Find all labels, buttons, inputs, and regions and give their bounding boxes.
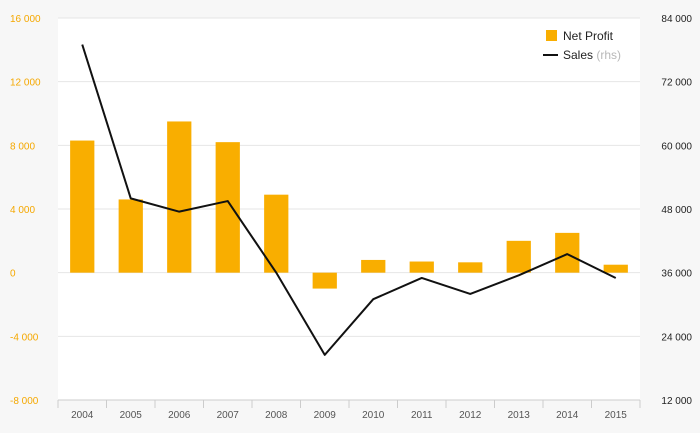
legend: Net Profit Sales (rhs) — [543, 29, 621, 62]
legend-label-sales: Sales (rhs) — [563, 48, 621, 62]
bar-net-profit — [215, 142, 240, 273]
x-tick-label: 2012 — [459, 410, 482, 421]
y-left-tick-label: 8 000 — [10, 141, 35, 152]
y-right-tick-label: 72 000 — [661, 78, 692, 89]
legend-label-sales-name: Sales — [563, 48, 593, 62]
x-tick-label: 2008 — [265, 410, 288, 421]
legend-label-net-profit: Net Profit — [563, 29, 614, 43]
x-tick-label: 2010 — [362, 410, 385, 421]
line-series — [81, 44, 617, 356]
y-right-tick-label: 36 000 — [661, 269, 692, 280]
x-tick-label: 2004 — [71, 410, 94, 421]
x-tick-label: 2007 — [217, 410, 240, 421]
y-right-tick-label: 48 000 — [661, 205, 692, 216]
bar-net-profit — [555, 232, 580, 273]
bar-net-profit — [603, 264, 628, 273]
bar-net-profit — [458, 262, 483, 273]
bar-net-profit — [312, 272, 337, 289]
y-left-tick-label: -8 000 — [10, 396, 39, 407]
y-right-tick-label: 12 000 — [661, 396, 692, 407]
y-right-tick-label: 84 000 — [661, 14, 692, 25]
line-sales — [81, 44, 617, 356]
y-left-tick-label: 16 000 — [10, 14, 41, 25]
y-left-tick-label: 0 — [10, 269, 16, 280]
y-left-tick-label: -4 000 — [10, 332, 39, 343]
bar-net-profit — [70, 140, 95, 273]
y-right-tick-label: 24 000 — [661, 332, 692, 343]
x-tick-label: 2014 — [556, 410, 579, 421]
y-right-tick-label: 60 000 — [661, 141, 692, 152]
x-tick-label: 2011 — [411, 410, 433, 421]
x-tick-label: 2015 — [605, 410, 628, 421]
legend-label-sales-suffix: (rhs) — [596, 48, 621, 62]
y-left-tick-label: 4 000 — [10, 205, 35, 216]
bar-net-profit — [361, 259, 386, 273]
bar-net-profit — [118, 199, 143, 273]
y-left-tick-label: 12 000 — [10, 78, 41, 89]
axes: -8 000 -4 000 0 4 000 8 000 12 000 16 000 12 00… — [10, 14, 692, 421]
legend-swatch-net-profit — [546, 30, 557, 41]
bar-series — [70, 121, 628, 289]
bar-net-profit — [167, 121, 192, 273]
bar-net-profit — [409, 261, 434, 273]
x-tick-label: 2005 — [120, 410, 143, 421]
x-tick-label: 2009 — [314, 410, 337, 421]
bar-net-profit — [506, 240, 531, 273]
x-tick-label: 2006 — [168, 410, 191, 421]
x-tick-label: 2013 — [508, 410, 531, 421]
